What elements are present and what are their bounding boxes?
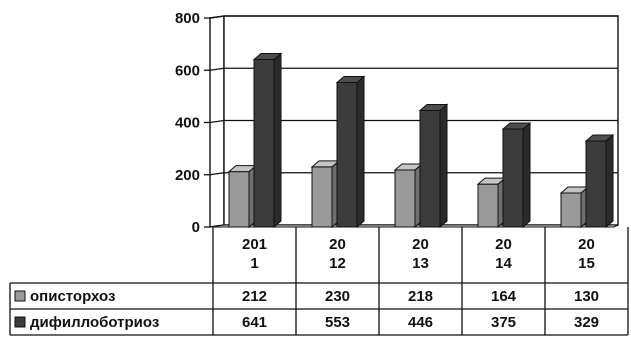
x-tick-label: 15 bbox=[578, 255, 595, 272]
bar-diphyllobothriasis bbox=[584, 133, 615, 229]
bar-side bbox=[273, 52, 282, 229]
bar-opisthorchiasis bbox=[476, 177, 507, 229]
data-label: 553 bbox=[325, 314, 350, 331]
x-tick-label: 1 bbox=[250, 255, 258, 272]
gridline bbox=[209, 15, 618, 19]
bar-diphyllobothriasis bbox=[335, 75, 366, 229]
bar-side bbox=[439, 103, 448, 229]
y-tick-label: 600 bbox=[175, 62, 200, 79]
bar-front bbox=[228, 171, 250, 228]
bar-top bbox=[501, 122, 532, 130]
x-tick-label: 13 bbox=[412, 255, 429, 272]
bar-top bbox=[252, 53, 283, 61]
gridline bbox=[209, 67, 618, 71]
data-label: 446 bbox=[408, 314, 433, 331]
bar-opisthorchiasis bbox=[227, 164, 258, 229]
bar-front bbox=[419, 109, 441, 228]
bar-side bbox=[356, 75, 365, 229]
data-label: 230 bbox=[325, 288, 350, 305]
bar-front bbox=[311, 166, 333, 228]
bar-opisthorchiasis bbox=[310, 159, 341, 229]
x-tick-label: 14 bbox=[495, 255, 512, 272]
data-label: 329 bbox=[574, 314, 599, 331]
bar-top bbox=[335, 76, 366, 84]
y-tick-label: 800 bbox=[175, 10, 200, 27]
bar-front bbox=[560, 192, 582, 228]
bar-diphyllobothriasis bbox=[252, 52, 283, 229]
y-tick-label: 0 bbox=[192, 219, 200, 236]
legend-key bbox=[14, 316, 26, 328]
x-tick-label: 20 bbox=[412, 236, 429, 253]
legend-label: описторхоз bbox=[30, 288, 115, 305]
legend-key bbox=[14, 290, 26, 302]
bar-front bbox=[253, 59, 275, 228]
bar-front bbox=[336, 82, 358, 228]
legend-label: дифиллоботриоз bbox=[30, 314, 159, 331]
data-label: 130 bbox=[574, 288, 599, 305]
bar-front bbox=[502, 128, 524, 228]
x-tick-label: 20 bbox=[578, 236, 595, 253]
bar-top bbox=[584, 134, 615, 142]
data-label: 641 bbox=[242, 314, 267, 331]
gridline bbox=[209, 119, 618, 124]
x-tick-label: 12 bbox=[329, 255, 346, 272]
bar-side bbox=[522, 121, 531, 229]
data-label: 218 bbox=[408, 288, 433, 305]
x-tick-label: 20 bbox=[495, 236, 512, 253]
x-tick-label: 201 bbox=[242, 236, 267, 253]
bar-front bbox=[585, 140, 607, 228]
data-label: 212 bbox=[242, 288, 267, 305]
bar-diphyllobothriasis bbox=[418, 103, 449, 229]
bar-top bbox=[418, 103, 449, 111]
y-tick-label: 200 bbox=[175, 167, 200, 184]
gridline bbox=[209, 172, 618, 176]
bar-front bbox=[394, 169, 416, 228]
bar-opisthorchiasis bbox=[393, 162, 424, 229]
data-label: 375 bbox=[491, 314, 516, 331]
bar-opisthorchiasis bbox=[559, 185, 590, 229]
bar-side bbox=[605, 133, 614, 229]
data-label: 164 bbox=[491, 288, 517, 305]
bar-diphyllobothriasis bbox=[501, 121, 532, 229]
x-tick-label: 20 bbox=[329, 236, 346, 253]
y-tick-label: 400 bbox=[175, 115, 200, 132]
bar-front bbox=[477, 183, 499, 228]
